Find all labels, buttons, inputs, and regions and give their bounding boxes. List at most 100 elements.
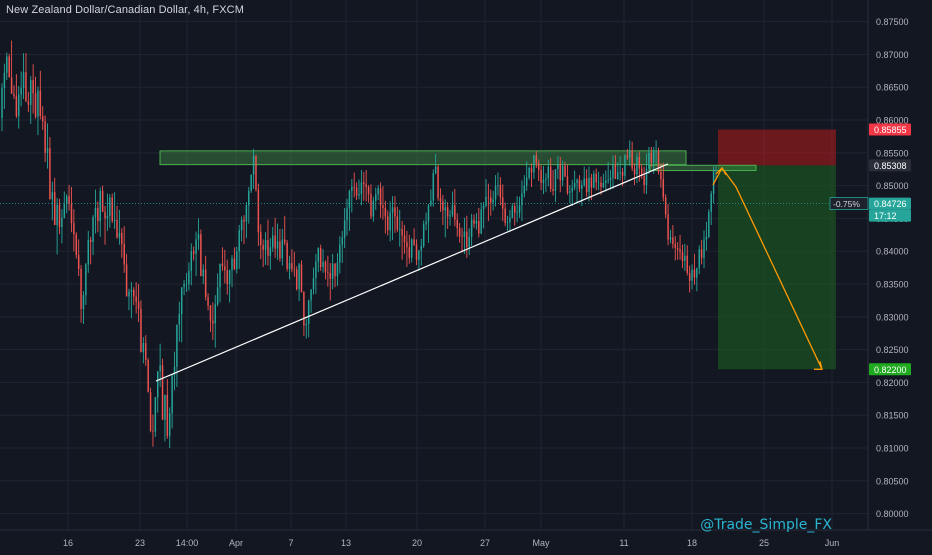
candle-body: [204, 269, 207, 298]
candle-body: [406, 242, 408, 248]
candle-body: [209, 305, 212, 321]
candle-body: [6, 56, 8, 73]
candle-body: [334, 263, 336, 277]
candle-body: [566, 176, 569, 193]
candle-body: [573, 183, 576, 188]
candle-body: [195, 239, 197, 254]
x-tick-label: 13: [341, 538, 351, 548]
resistance-zone: [159, 150, 687, 166]
candle-body: [645, 168, 648, 185]
candle-body: [662, 179, 665, 198]
candle-body: [8, 56, 10, 78]
candle-body: [432, 173, 435, 201]
candle-body: [219, 263, 221, 288]
candle-body: [161, 365, 164, 420]
candle-body: [518, 205, 521, 213]
candle-body: [267, 240, 269, 256]
candle-body: [250, 174, 252, 191]
candle-body: [207, 297, 209, 306]
candle-body: [317, 247, 320, 262]
candle-body: [295, 269, 298, 290]
candle-body: [667, 214, 669, 240]
candle-body: [125, 264, 128, 297]
candle-body: [82, 295, 85, 309]
candle-body: [535, 155, 538, 164]
candle-body: [549, 166, 552, 189]
candle-body: [533, 155, 535, 173]
candle-body: [684, 255, 686, 262]
candle-body: [288, 263, 291, 269]
x-tick-label: May: [532, 538, 550, 548]
candle-body: [676, 247, 679, 250]
take-profit-zone: [718, 165, 836, 370]
candle-body: [65, 196, 68, 204]
candle-body: [473, 219, 475, 224]
candle-body: [310, 289, 312, 301]
candle-body: [444, 207, 446, 211]
candle-body: [291, 263, 293, 269]
candle-body: [202, 269, 205, 277]
candle-body: [80, 268, 82, 309]
candle-body: [236, 251, 238, 269]
candle-body: [46, 148, 49, 153]
candle-body: [39, 90, 42, 117]
y-tick-label: 0.83000: [876, 312, 909, 322]
candle-body: [101, 190, 104, 212]
candle-body: [454, 205, 456, 220]
candle-body: [121, 232, 123, 245]
short-position-tool[interactable]: [718, 129, 836, 370]
candle-body: [600, 182, 602, 187]
candle-body: [111, 197, 113, 222]
candle-body: [559, 163, 562, 181]
candle-body: [681, 251, 684, 262]
candle-body: [164, 394, 166, 420]
candle-body: [178, 314, 181, 325]
candle-body: [597, 182, 600, 184]
candle-body: [588, 177, 590, 193]
candle-body: [482, 205, 485, 210]
candle-body: [116, 219, 118, 238]
candle-body: [638, 156, 641, 169]
candle-body: [420, 245, 423, 251]
candle-body: [77, 255, 80, 269]
price-axis[interactable]: 0.87500 0.87000 0.86500 0.86000 0.85500 0.850…: [867, 0, 909, 530]
candle-body: [669, 237, 672, 240]
candle-body: [224, 266, 226, 271]
candle-body: [537, 163, 540, 170]
candle-body: [624, 155, 626, 176]
candle-body: [437, 166, 439, 199]
candle-body: [130, 289, 133, 292]
x-tick-label: 18: [687, 538, 697, 548]
candle-body: [53, 192, 56, 225]
drawings[interactable]: [0, 163, 868, 382]
resistance-zones[interactable]: [159, 150, 757, 172]
candle-body: [324, 261, 327, 273]
candle-body: [487, 196, 490, 198]
candle-body: [475, 221, 478, 224]
candle-body: [15, 95, 18, 117]
candle-body: [34, 93, 37, 117]
candle-body: [367, 186, 370, 195]
candle-body: [456, 219, 458, 229]
candle-body: [245, 205, 248, 222]
time-axis[interactable]: 16 23 14:00 Apr 7 13 20 27 May 11 18 25 Jun: [0, 529, 932, 548]
candle-body: [657, 150, 660, 172]
candle-body: [422, 224, 425, 246]
candle-body: [68, 196, 70, 204]
candle-body: [557, 163, 559, 170]
candle-body: [679, 249, 681, 252]
candle-body: [85, 264, 87, 296]
candle-body: [552, 188, 554, 191]
candle-body: [569, 191, 571, 193]
y-tick-label: 0.87500: [876, 17, 909, 27]
candle-body: [612, 163, 614, 178]
arrowhead-down-icon: [814, 361, 823, 370]
candle-body: [528, 167, 530, 178]
candle-body: [147, 360, 149, 393]
candle-body: [458, 228, 461, 237]
candle-body: [92, 217, 94, 243]
x-tick-label: 27: [480, 538, 490, 548]
candle-body: [142, 343, 145, 353]
